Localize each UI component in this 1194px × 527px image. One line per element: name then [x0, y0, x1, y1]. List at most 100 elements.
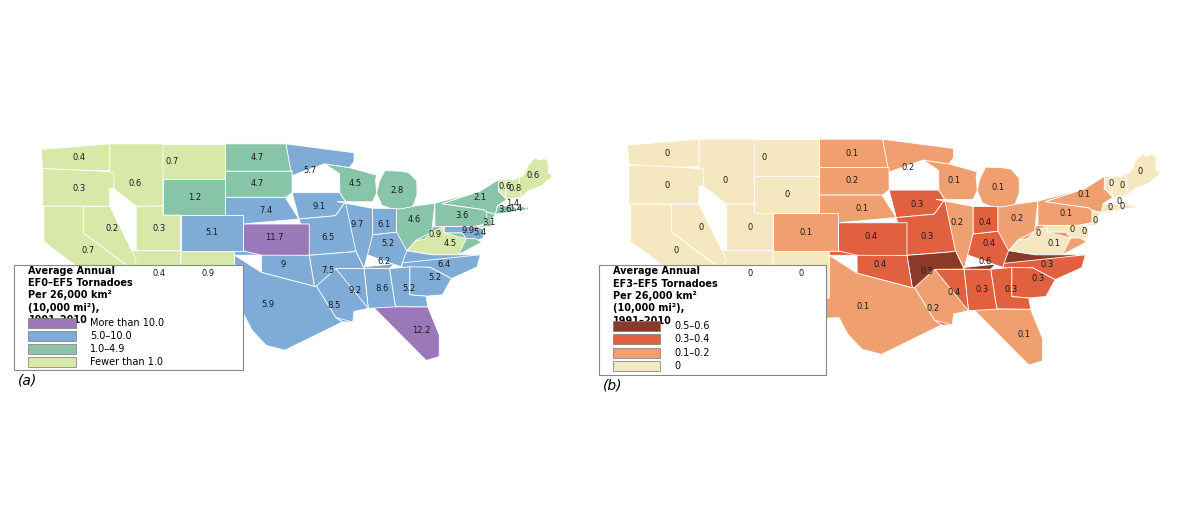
Text: 0.1: 0.1 [992, 183, 1004, 192]
Text: 0.1: 0.1 [800, 228, 812, 237]
Text: 1.4: 1.4 [509, 204, 522, 213]
Text: 4.5: 4.5 [349, 179, 362, 189]
Polygon shape [630, 204, 721, 292]
Polygon shape [897, 199, 973, 256]
Polygon shape [410, 267, 451, 296]
Polygon shape [43, 168, 113, 206]
Polygon shape [882, 139, 954, 172]
Text: 5.9: 5.9 [261, 300, 275, 309]
Text: 0.3: 0.3 [72, 184, 86, 193]
Text: 6.2: 6.2 [377, 257, 390, 266]
Text: 9.9: 9.9 [461, 226, 474, 235]
Polygon shape [1103, 203, 1135, 210]
Polygon shape [202, 255, 343, 350]
Polygon shape [947, 251, 1085, 269]
Polygon shape [1119, 204, 1125, 210]
Text: 0.4: 0.4 [983, 239, 996, 248]
Text: 0.4: 0.4 [864, 232, 878, 241]
Polygon shape [1112, 173, 1130, 198]
Polygon shape [998, 201, 1038, 251]
Text: 0.3: 0.3 [1004, 285, 1017, 294]
Text: 7.5: 7.5 [321, 266, 334, 275]
Polygon shape [498, 206, 529, 212]
Text: 5.4: 5.4 [473, 228, 486, 237]
Text: 0.4: 0.4 [874, 260, 887, 269]
Polygon shape [337, 202, 373, 268]
Text: 0.1: 0.1 [1047, 239, 1060, 248]
Polygon shape [336, 268, 368, 322]
Text: 0: 0 [747, 223, 753, 232]
Text: 3.1: 3.1 [482, 218, 496, 227]
Polygon shape [226, 144, 293, 171]
Polygon shape [293, 193, 345, 219]
Polygon shape [235, 251, 314, 286]
Polygon shape [755, 177, 819, 213]
Polygon shape [298, 202, 373, 255]
Polygon shape [1003, 251, 1085, 280]
Text: 8.5: 8.5 [328, 301, 341, 310]
Polygon shape [407, 227, 482, 255]
Polygon shape [478, 227, 484, 238]
Text: 4.7: 4.7 [251, 179, 264, 189]
Polygon shape [444, 224, 487, 242]
Text: 6.1: 6.1 [377, 220, 390, 229]
Text: 0: 0 [762, 153, 767, 162]
Text: 0.7: 0.7 [81, 246, 94, 255]
Text: 0.9: 0.9 [202, 268, 215, 278]
Text: 0: 0 [1108, 203, 1113, 212]
Polygon shape [356, 232, 432, 267]
Polygon shape [629, 165, 703, 204]
Polygon shape [1011, 267, 1055, 298]
Polygon shape [1082, 226, 1089, 237]
Polygon shape [923, 160, 977, 200]
Polygon shape [226, 171, 293, 197]
Text: 0.4: 0.4 [948, 288, 961, 297]
Text: 9: 9 [281, 260, 287, 269]
Polygon shape [407, 227, 466, 255]
Text: 1.4: 1.4 [506, 199, 519, 208]
Text: 0.2: 0.2 [927, 304, 940, 313]
Polygon shape [795, 255, 942, 354]
Text: 0.1: 0.1 [857, 302, 870, 311]
Polygon shape [84, 206, 136, 269]
Polygon shape [442, 179, 506, 214]
Text: 3.6: 3.6 [455, 211, 468, 220]
Polygon shape [136, 206, 180, 251]
Polygon shape [627, 139, 698, 167]
Polygon shape [973, 207, 998, 234]
Polygon shape [118, 144, 226, 184]
Text: 0: 0 [784, 190, 790, 199]
Polygon shape [41, 144, 110, 171]
Polygon shape [519, 158, 552, 197]
Polygon shape [506, 177, 523, 200]
Text: (b): (b) [603, 378, 622, 393]
Polygon shape [1101, 204, 1119, 212]
Polygon shape [1104, 176, 1113, 198]
Text: 0.8: 0.8 [509, 184, 522, 193]
Text: 11.7: 11.7 [265, 233, 284, 242]
Polygon shape [498, 179, 506, 200]
Text: 0: 0 [1070, 225, 1075, 234]
Polygon shape [180, 251, 235, 301]
Text: 0.3: 0.3 [153, 224, 166, 233]
Text: 4.6: 4.6 [408, 215, 421, 224]
Polygon shape [708, 139, 819, 181]
Text: 0: 0 [722, 177, 728, 186]
Text: 0.6: 0.6 [499, 182, 512, 191]
Text: 0: 0 [1093, 217, 1097, 226]
Polygon shape [371, 304, 439, 360]
Text: 7.4: 7.4 [259, 206, 272, 215]
Text: 0: 0 [1119, 181, 1125, 190]
Polygon shape [373, 208, 396, 235]
Text: 2.1: 2.1 [473, 193, 486, 202]
Text: (a): (a) [18, 373, 37, 387]
Polygon shape [972, 306, 1042, 365]
Polygon shape [376, 171, 417, 209]
Polygon shape [44, 206, 131, 291]
Text: 0.1: 0.1 [845, 149, 858, 158]
Text: 5.2: 5.2 [402, 284, 416, 292]
Polygon shape [936, 199, 973, 269]
Polygon shape [479, 210, 496, 227]
Polygon shape [347, 251, 480, 269]
Polygon shape [838, 223, 907, 256]
